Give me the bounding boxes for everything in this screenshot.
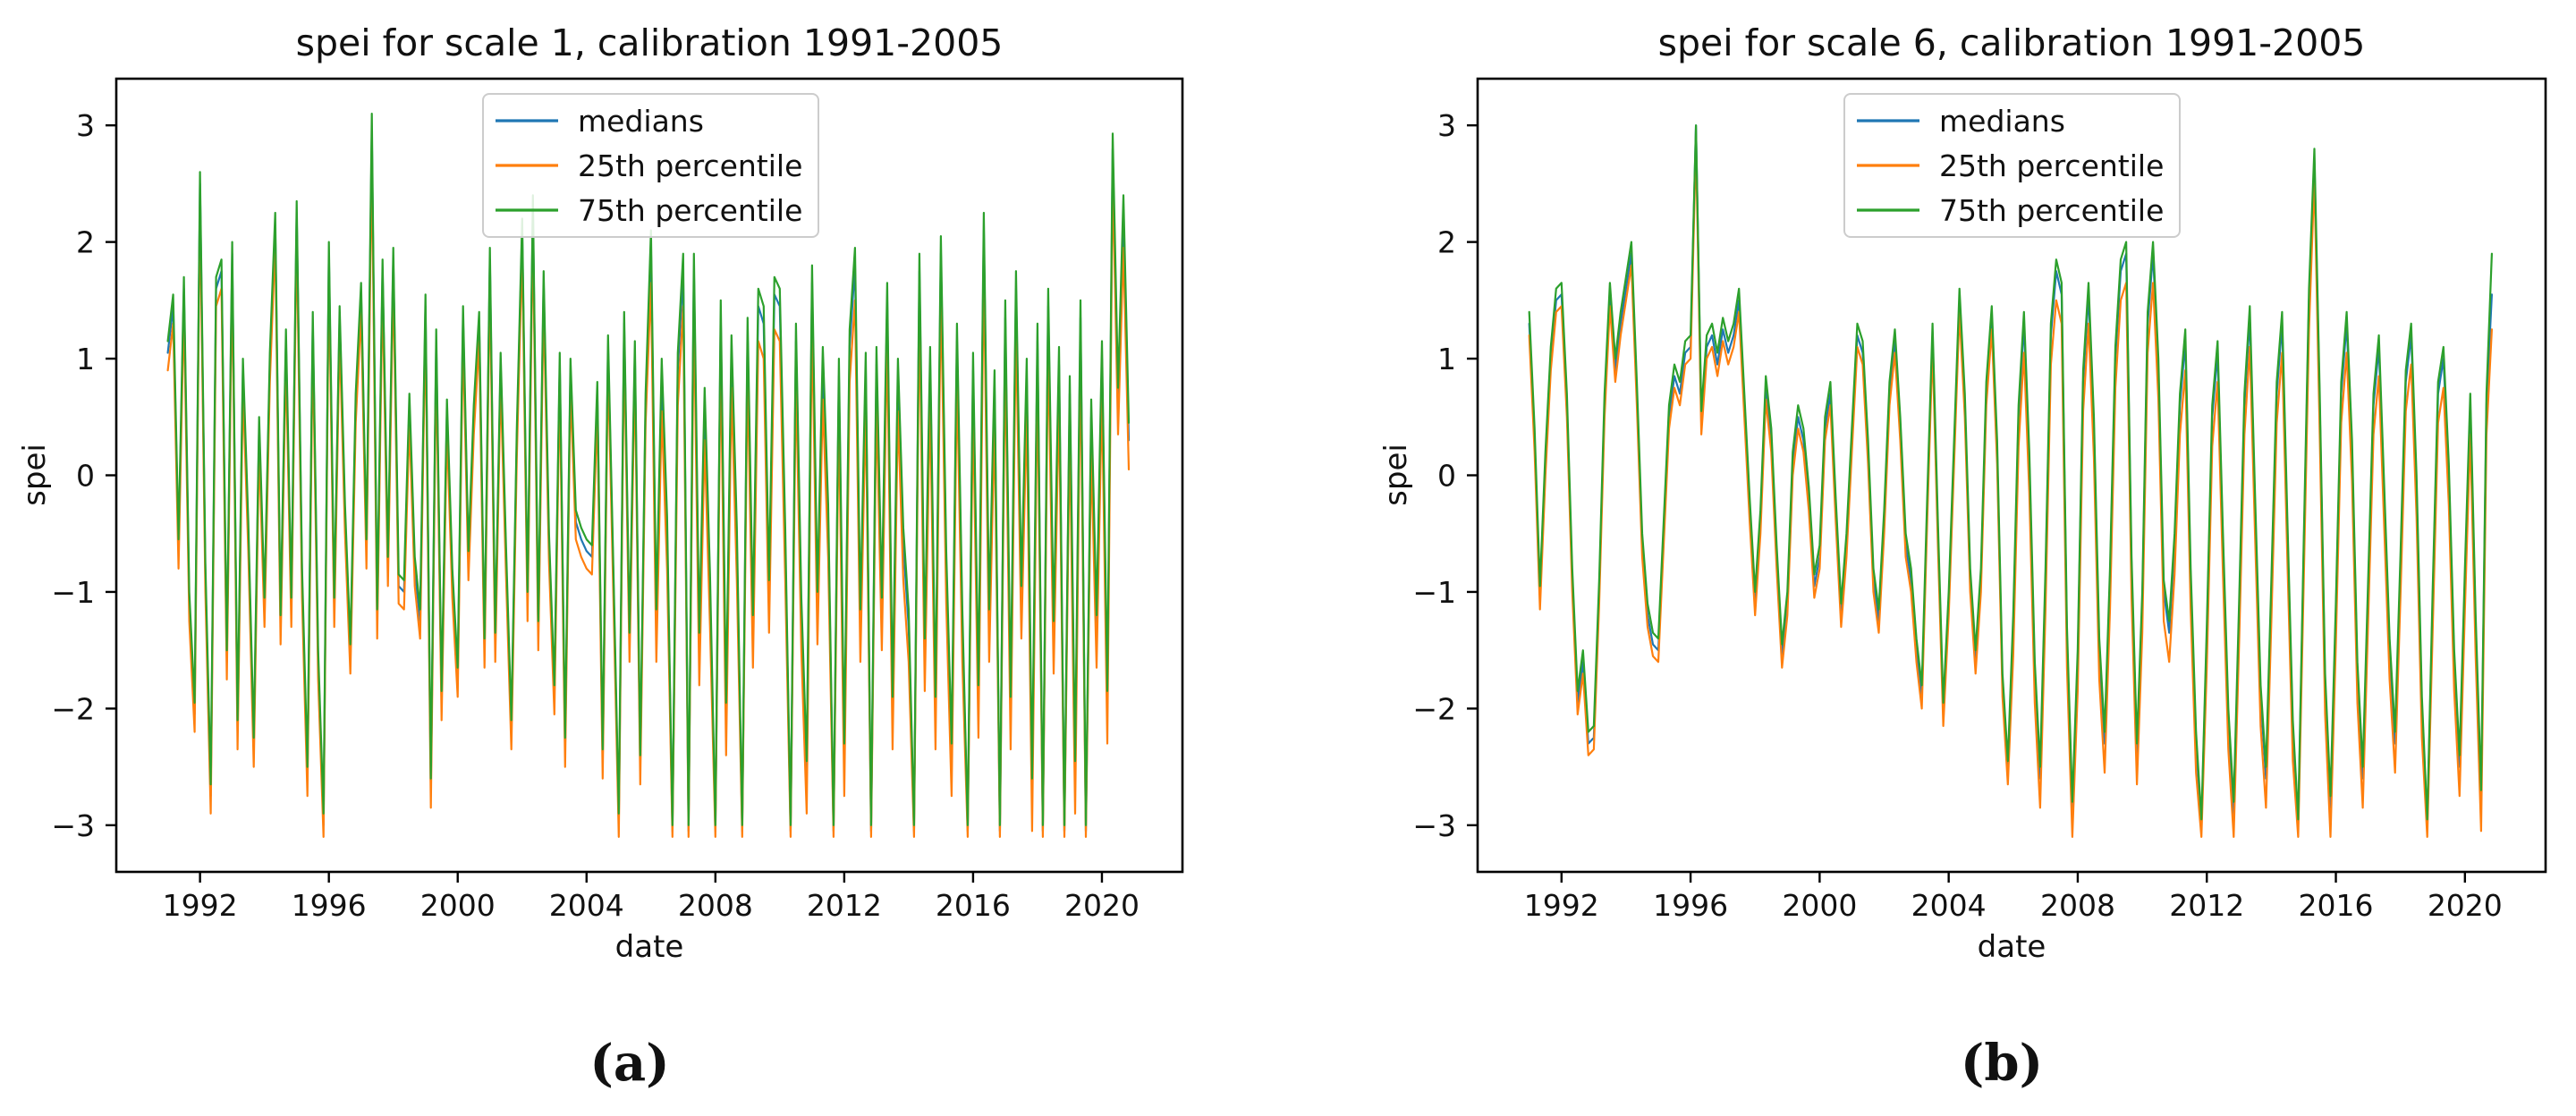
- legend-label-medians: medians: [1939, 104, 2065, 139]
- x-tick-label: 2000: [1782, 888, 1857, 923]
- chart-b-legend-box: [1843, 93, 2181, 238]
- x-tick-label: 2016: [2299, 888, 2374, 923]
- legend-label-medians: medians: [578, 104, 704, 139]
- chart-a-y-axis-label: spei: [17, 444, 53, 506]
- y-tick-label: 1: [1437, 342, 1456, 376]
- chart-a-x-axis-label: date: [615, 929, 684, 965]
- chart-a-title: spei for scale 1, calibration 1991-2005: [296, 21, 1004, 64]
- chart-a: spei for scale 1, calibration 1991-2005 …: [17, 21, 1184, 1093]
- x-tick-label: 2020: [1064, 888, 1140, 923]
- x-tick-label: 2012: [2169, 888, 2244, 923]
- caption-b: (b): [1961, 1034, 2043, 1093]
- chart-b-legend: medians 25th percentile 75th percentile: [1843, 93, 2181, 238]
- legend-label-75th-percentile: 75th percentile: [578, 193, 802, 228]
- x-tick-label: 2016: [936, 888, 1011, 923]
- x-tick-label: 2000: [420, 888, 496, 923]
- chart-b-axes: 1992 1996 2000 2004 2008 2012 2016 2020 3 2 1 0 −1 −2…: [1412, 108, 2502, 923]
- x-tick-label: 1992: [163, 888, 238, 923]
- chart-a-legend-box: [482, 93, 819, 238]
- legend-label-25th-percentile: 25th percentile: [1939, 148, 2164, 183]
- chart-a-legend: medians 25th percentile 75th percentile: [482, 93, 819, 238]
- chart-b-title: spei for scale 6, calibration 1991-2005: [1658, 21, 2366, 64]
- series-line-75th-percentile: [1528, 124, 2493, 821]
- x-tick-label: 2008: [678, 888, 753, 923]
- x-tick-label: 1996: [1653, 888, 1728, 923]
- y-tick-label: −1: [1412, 575, 1456, 610]
- y-tick-label: −2: [1412, 691, 1456, 726]
- y-tick-label: −3: [51, 808, 95, 843]
- x-tick-label: 2004: [549, 888, 624, 923]
- legend-label-25th-percentile: 25th percentile: [578, 148, 802, 183]
- y-tick-label: 1: [76, 342, 95, 376]
- chart-a-series-lines: [166, 112, 1131, 839]
- chart-b-series-lines: [1528, 124, 2493, 839]
- x-tick-label: 1992: [1524, 888, 1599, 923]
- caption-a: (a): [589, 1034, 669, 1093]
- y-tick-label: −2: [51, 691, 95, 726]
- y-tick-label: 3: [76, 108, 95, 143]
- x-tick-label: 2012: [807, 888, 882, 923]
- chart-b-y-axis-label: spei: [1378, 444, 1414, 506]
- chart-b-x-axis-label: date: [1978, 929, 2046, 965]
- y-tick-label: −1: [51, 575, 95, 610]
- series-line-75th-percentile: [166, 112, 1131, 826]
- chart-a-axes: 1992 1996 2000 2004 2008 2012 2016 2020 3 2 1 0 −1 −2…: [51, 108, 1140, 923]
- chart-b: spei for scale 6, calibration 1991-2005 …: [1378, 21, 2547, 1093]
- legend-label-75th-percentile: 75th percentile: [1939, 193, 2164, 228]
- series-line-25th-percentile: [1528, 141, 2493, 839]
- y-tick-label: 0: [76, 459, 95, 494]
- y-tick-label: 2: [76, 225, 95, 260]
- y-tick-label: 2: [1437, 225, 1456, 260]
- x-tick-label: 2008: [2040, 888, 2115, 923]
- x-tick-label: 2020: [2428, 888, 2503, 923]
- y-tick-label: 0: [1437, 459, 1456, 494]
- x-tick-label: 2004: [1911, 888, 1987, 923]
- y-tick-label: 3: [1437, 108, 1456, 143]
- x-tick-label: 1996: [292, 888, 367, 923]
- y-tick-label: −3: [1412, 808, 1456, 843]
